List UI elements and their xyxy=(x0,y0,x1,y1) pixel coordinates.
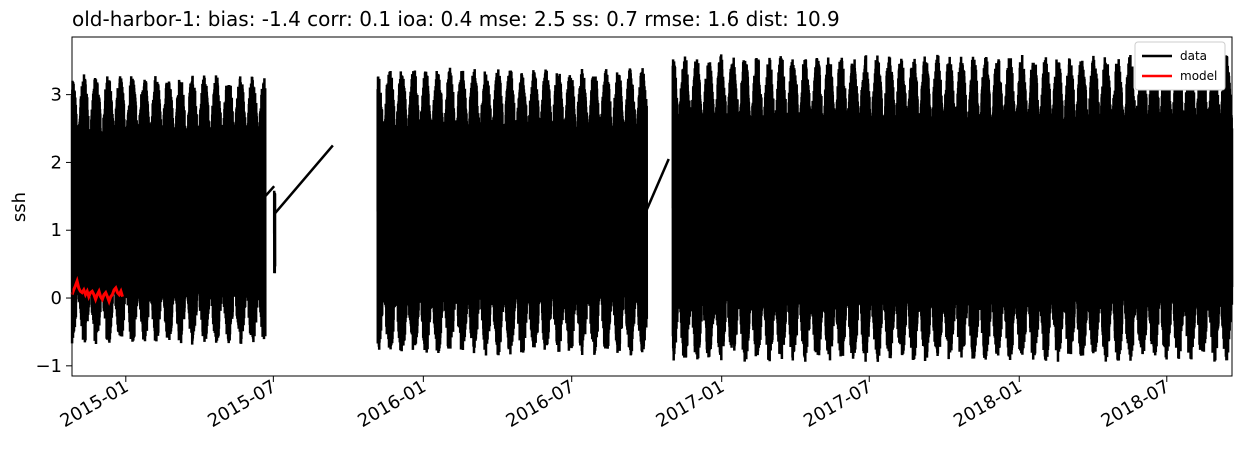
y-axis: −1 0 1 2 3 xyxy=(35,85,72,377)
data-gap-connector xyxy=(698,216,722,258)
legend-model-label: model xyxy=(1180,69,1217,83)
data-series-segment xyxy=(671,54,1234,362)
chart-title: old-harbor-1: bias: -1.4 corr: 0.1 ioa: … xyxy=(72,7,840,31)
plot-area xyxy=(70,36,1234,377)
x-axis: 2015-01 2015-07 2016-01 2016-07 2017-01 2017-… xyxy=(57,376,1174,432)
y-tick-label: −1 xyxy=(35,356,62,377)
model-series-line xyxy=(70,275,124,306)
y-tick-label: 3 xyxy=(51,85,62,106)
x-tick-label: 2016-07 xyxy=(503,376,579,432)
data-series-segment xyxy=(376,67,649,356)
data-gap-connector xyxy=(264,185,276,198)
x-tick-label: 2015-01 xyxy=(57,376,133,432)
y-tick-label: 2 xyxy=(51,152,62,173)
data-series-layer xyxy=(70,54,1234,362)
x-tick-label: 2017-07 xyxy=(800,376,876,432)
x-tick-label: 2017-01 xyxy=(653,376,729,432)
x-tick-label: 2016-01 xyxy=(354,376,430,432)
data-series-segment xyxy=(70,74,267,345)
legend-data-label: data xyxy=(1180,49,1207,63)
legend: data model xyxy=(1134,41,1226,91)
data-gap-connector xyxy=(274,144,334,215)
data-gap-connector xyxy=(645,158,670,211)
x-tick-label: 2015-07 xyxy=(204,376,280,432)
x-tick-label: 2018-01 xyxy=(950,376,1026,432)
y-axis-label: ssh xyxy=(9,192,30,222)
y-tick-label: 0 xyxy=(51,288,62,309)
y-tick-label: 1 xyxy=(51,220,62,241)
data-series-segment xyxy=(272,190,277,274)
x-tick-label: 2018-07 xyxy=(1098,376,1174,432)
model-series-layer xyxy=(70,275,124,306)
legend-box xyxy=(1134,41,1226,91)
plot-frame xyxy=(71,36,1233,377)
